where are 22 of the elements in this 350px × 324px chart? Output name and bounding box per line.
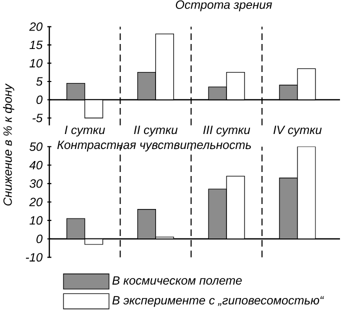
y-tick-label: -5 xyxy=(32,114,43,122)
chart-title: Контрастная чувствительность xyxy=(57,140,251,152)
chart-title: Острота зрения xyxy=(176,0,272,12)
y-tick-label: 15 xyxy=(30,40,43,50)
x-tick-label: II сутки xyxy=(134,126,178,137)
y-tick-label: 10 xyxy=(30,216,43,225)
y-tick-label: 0 xyxy=(36,234,43,244)
y-tick-label: 20 xyxy=(29,22,43,31)
x-tick-label: III сутки xyxy=(203,126,250,137)
y-tick-label: 30 xyxy=(30,179,43,188)
legend-label: В космическом полете xyxy=(112,276,242,285)
y-tick-label: 40 xyxy=(29,160,43,170)
y-tick-label: -10 xyxy=(26,253,43,262)
x-tick-label: IV сутки xyxy=(274,126,322,137)
y-axis-title: Снижение в % к фону xyxy=(3,83,14,206)
y-tick-label: 20 xyxy=(29,198,43,206)
y-tick-label: 50 xyxy=(30,142,43,151)
legend-label: В эксперименте с „гиповесомостью“ xyxy=(112,296,324,307)
y-tick-label: 10 xyxy=(30,58,43,68)
y-tick-label: 5 xyxy=(36,77,43,86)
x-tick-label: I сутки xyxy=(64,126,105,137)
y-tick-label: 0 xyxy=(36,95,43,104)
